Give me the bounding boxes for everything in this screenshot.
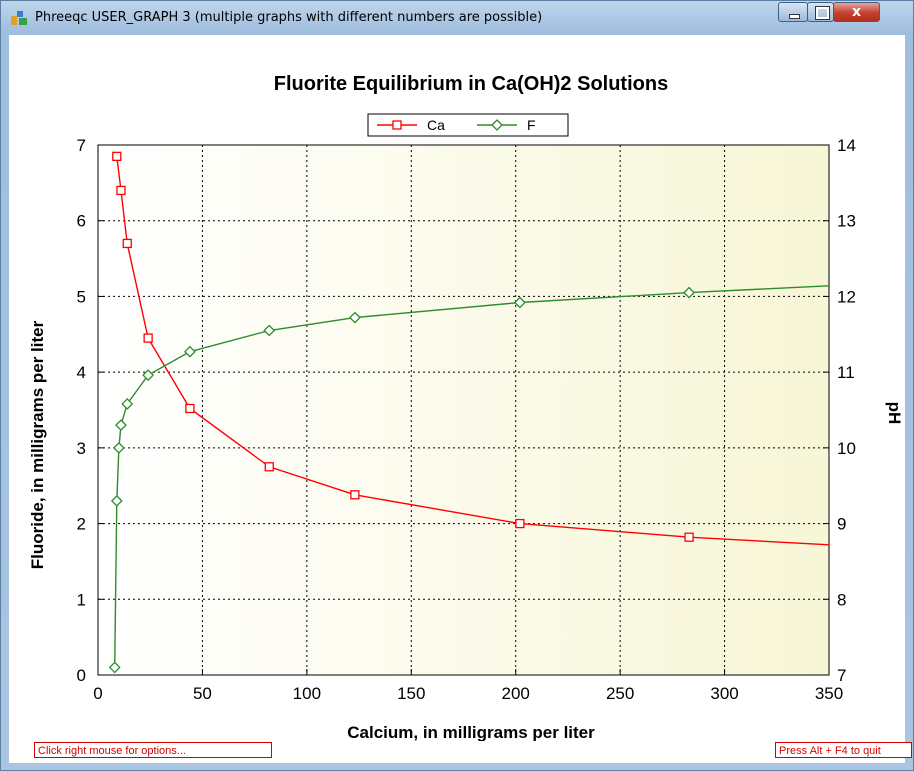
plot-frame bbox=[97, 144, 830, 676]
chart-title: Fluorite Equilibrium in Ca(OH)2 Solution… bbox=[274, 73, 668, 95]
data-point-f bbox=[348, 311, 361, 324]
x-tick-label: 300 bbox=[710, 684, 738, 703]
data-point-ca bbox=[143, 333, 153, 343]
maximize-button[interactable] bbox=[807, 2, 834, 22]
chart: 0 50 100 150 200 250 300 3500123456778910111213… bbox=[28, 73, 904, 741]
graph-canvas[interactable]: 0 50 100 150 200 250 300 350 0 1 2 3 4 5 6 7 7 8 9 10 11 12 13… bbox=[9, 35, 912, 763]
title-bar[interactable]: Phreeqc USER_GRAPH 3 (multiple graphs wi… bbox=[1, 1, 913, 35]
x-tick-label: 50 bbox=[193, 684, 212, 703]
close-button[interactable]: x bbox=[833, 2, 880, 22]
legend-marker-ca bbox=[392, 120, 402, 130]
data-point-f bbox=[142, 369, 155, 382]
x-tick-label: 150 bbox=[397, 684, 425, 703]
data-point-f bbox=[108, 661, 121, 674]
y-tick-label: 6 bbox=[77, 212, 86, 231]
data-point-f bbox=[513, 296, 526, 309]
data-point-ca bbox=[264, 462, 274, 472]
data-point-ca bbox=[116, 185, 126, 196]
x-tick-label: 200 bbox=[502, 684, 530, 703]
y2-tick-label: 13 bbox=[837, 212, 856, 231]
y2-axis-label: pH bbox=[885, 402, 904, 425]
series-line-f bbox=[114, 285, 830, 668]
y2-tick-label: 14 bbox=[837, 136, 856, 155]
close-icon: x bbox=[851, 4, 862, 20]
series-f bbox=[108, 285, 830, 674]
legend: Ca F bbox=[367, 113, 569, 137]
y-axis-label: Fluoride, in milligrams per liter bbox=[28, 320, 47, 569]
minimize-icon bbox=[789, 14, 800, 19]
legend-label-ca: Ca bbox=[427, 117, 445, 133]
minimize-button[interactable] bbox=[778, 2, 808, 22]
x-tick-label: 350 bbox=[815, 684, 843, 703]
data-point-f bbox=[121, 398, 134, 410]
x-tick-label: 100 bbox=[293, 684, 321, 703]
data-point-f bbox=[112, 441, 125, 454]
grid bbox=[98, 145, 829, 675]
legend-marker-f bbox=[491, 119, 503, 131]
data-point-ca bbox=[684, 532, 694, 542]
data-point-ca bbox=[185, 403, 195, 414]
legend-box bbox=[367, 113, 569, 137]
y2-tick-label: 7 bbox=[837, 666, 846, 685]
y2-tick-label: 10 bbox=[837, 439, 856, 458]
y-tick-label: 0 bbox=[77, 666, 86, 685]
x-tick-label: 250 bbox=[606, 684, 634, 703]
data-point-f bbox=[115, 419, 127, 432]
app-icon bbox=[11, 11, 27, 25]
y-tick-label: 3 bbox=[77, 439, 86, 458]
legend-label-f: F bbox=[527, 117, 536, 133]
data-point-ca bbox=[112, 151, 122, 162]
y2-tick-label: 8 bbox=[837, 590, 846, 609]
window-title: Phreeqc USER_GRAPH 3 (multiple graphs wi… bbox=[35, 10, 543, 25]
data-point-ca bbox=[122, 238, 132, 249]
y-tick-label: 1 bbox=[77, 590, 86, 609]
status-hint-right: Press Alt + F4 to quit bbox=[775, 742, 912, 758]
y-tick-label: 2 bbox=[77, 515, 86, 534]
data-point-f bbox=[110, 494, 123, 507]
series-line-ca bbox=[116, 156, 830, 546]
y-tick-label: 5 bbox=[77, 287, 86, 306]
data-point-f bbox=[183, 345, 196, 358]
series-layer bbox=[108, 151, 830, 674]
data-point-f bbox=[683, 286, 695, 299]
y2-tick-label: 12 bbox=[837, 287, 856, 306]
data-point-f bbox=[263, 324, 276, 337]
data-point-ca bbox=[350, 490, 360, 500]
series-ca bbox=[112, 151, 830, 546]
y2-tick-label: 9 bbox=[837, 515, 846, 534]
y-tick-label: 4 bbox=[77, 363, 86, 382]
y-tick-label: 7 bbox=[77, 136, 86, 155]
data-point-ca bbox=[515, 518, 525, 529]
x-axis-label: Calcium, in milligrams per liter bbox=[347, 723, 595, 741]
plot-area bbox=[98, 145, 829, 675]
status-hint-left: Click right mouse for options... bbox=[34, 742, 272, 758]
x-tick-label: 0 bbox=[93, 684, 102, 703]
y2-tick-label: 11 bbox=[837, 363, 855, 382]
axes: 0 50 100 150 200 250 300 3500123456778910111213… bbox=[77, 136, 856, 703]
maximize-icon bbox=[815, 6, 830, 20]
